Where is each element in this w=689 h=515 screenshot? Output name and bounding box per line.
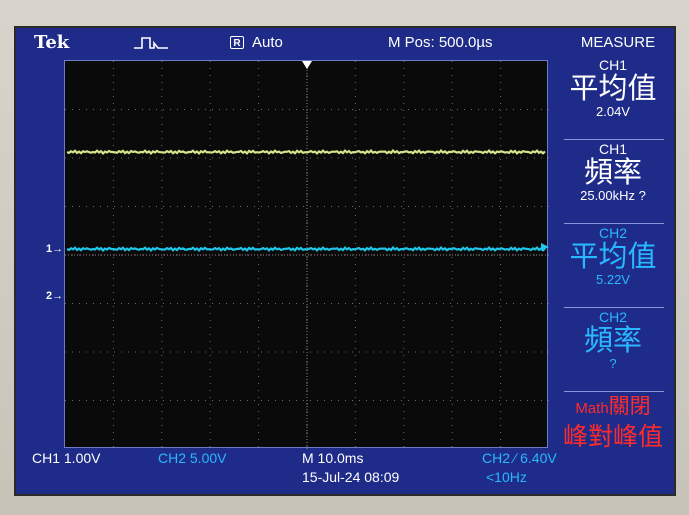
measure-4-channel: CH2: [598, 309, 627, 325]
measure-4-value: ?: [609, 356, 617, 371]
oscilloscope-screen: Tek R Auto M Pos: 500.0µs MEASURE 1→ 2→ …: [14, 26, 676, 496]
ch2-waveform: [66, 246, 546, 252]
ch2-ground-marker: 2→: [46, 290, 64, 302]
ch1-waveform: [66, 149, 546, 155]
measure-2-type: 頻率: [583, 157, 642, 189]
measure-4-type: 頻率: [583, 325, 642, 357]
measure-3-value: 5.22V: [596, 272, 630, 287]
math-measure-type: 峰對峰值: [562, 423, 663, 451]
trigger-source-level: CH2 ∕ 6.40V: [482, 450, 557, 466]
measure-slot-4[interactable]: CH2 頻率 ?: [554, 310, 672, 371]
status-bar: Tek R Auto M Pos: 500.0µs MEASURE: [16, 28, 674, 58]
measure-slot-3[interactable]: CH2 平均值 5.22V: [554, 226, 672, 287]
math-state: 關閉: [608, 395, 651, 418]
measure-divider: [564, 307, 664, 308]
trigger-frequency: <10Hz: [486, 469, 527, 485]
graticule-svg: [65, 61, 549, 449]
measure-3-type: 平均值: [569, 241, 657, 273]
measure-2-value: 25.00kHz ?: [580, 188, 646, 203]
horizontal-position: M Pos: 500.0µs: [388, 34, 493, 51]
waveform-graticule: [64, 60, 549, 449]
footer-bar: CH1 1.00V CH2 5.00V M 10.0ms 15-Jul-24 0…: [16, 448, 674, 494]
ch2-scale: CH2 5.00V: [158, 450, 227, 466]
measure-menu-title[interactable]: MEASURE: [580, 34, 656, 51]
measure-divider: [564, 139, 664, 140]
measure-divider: [564, 223, 664, 224]
date-time: 15-Jul-24 08:09: [302, 469, 400, 485]
pulse-icon: [134, 37, 168, 49]
math-slot[interactable]: Math關閉 峰對峰值: [554, 394, 672, 452]
ch1-ground-marker: 1→: [46, 243, 64, 255]
measure-3-channel: CH2: [598, 225, 627, 241]
measure-panel: CH1 平均值 2.04V CH1 頻率 25.00kHz ? CH2 平均值 …: [554, 58, 672, 456]
measure-divider: [564, 391, 664, 392]
measure-slot-2[interactable]: CH1 頻率 25.00kHz ?: [554, 142, 672, 203]
measure-1-type: 平均值: [569, 73, 657, 105]
measure-2-channel: CH1: [598, 141, 627, 157]
math-label: Math: [575, 400, 609, 417]
acquisition-icon: R: [230, 36, 244, 49]
measure-1-channel: CH1: [598, 57, 627, 73]
timebase: M 10.0ms: [302, 450, 364, 466]
brand-logo: Tek: [34, 32, 70, 53]
ch1-scale: CH1 1.00V: [32, 450, 101, 466]
measure-1-value: 2.04V: [596, 104, 630, 119]
measure-slot-1[interactable]: CH1 平均值 2.04V: [554, 58, 672, 119]
trigger-mode: Auto: [252, 34, 283, 51]
